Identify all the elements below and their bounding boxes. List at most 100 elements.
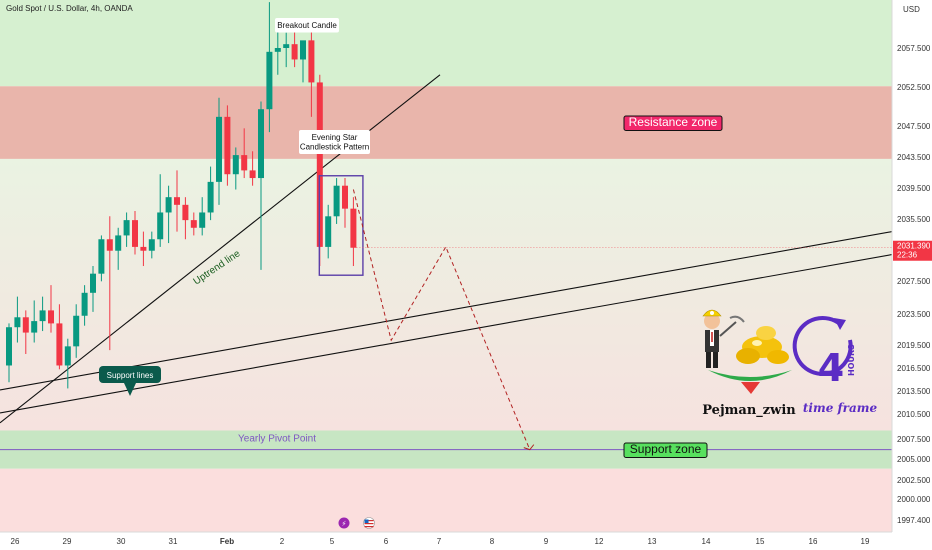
candle[interactable] — [22, 310, 29, 354]
price-axis[interactable]: USD 2057.500 2052.500 2047.500 2043.500 2039… — [356, 0, 932, 550]
price-tick-label: 2035.500 — [897, 215, 931, 224]
candle-body — [207, 181, 214, 213]
support-zone-label-text: Support zone — [630, 442, 702, 456]
candle[interactable] — [232, 147, 239, 190]
time-tick-label: 5 — [330, 537, 335, 546]
candle[interactable] — [157, 174, 164, 247]
candle[interactable] — [216, 97, 222, 205]
candle[interactable] — [14, 296, 21, 343]
candle[interactable] — [207, 166, 214, 221]
support-zone-label[interactable]: Support zone — [623, 442, 708, 458]
candle[interactable] — [106, 216, 113, 351]
candle[interactable] — [333, 178, 340, 224]
candle-body — [333, 185, 340, 217]
candle[interactable] — [140, 231, 147, 267]
candle[interactable] — [258, 101, 264, 270]
candle[interactable] — [31, 300, 38, 343]
candle-body — [123, 220, 130, 236]
candle[interactable] — [123, 212, 130, 247]
candle[interactable] — [308, 28, 315, 117]
price-tick-label: 1997.400 — [897, 516, 931, 525]
candle-body — [224, 116, 231, 175]
candle[interactable] — [132, 210, 138, 255]
support-lines-callout[interactable]: Support lines — [99, 366, 161, 396]
evening-star-label-text: Candlestick Pattern — [300, 143, 369, 152]
candle-body — [98, 239, 105, 274]
candle-body — [274, 48, 281, 52]
candle[interactable] — [274, 25, 281, 75]
projection-path[interactable] — [352, 189, 531, 450]
current-price-value: 2031.390 — [897, 242, 931, 251]
time-tick-label: 13 — [648, 537, 657, 546]
candle[interactable] — [182, 197, 189, 240]
support-line-upper[interactable] — [0, 254, 893, 414]
candle-body — [140, 246, 147, 251]
lightning-event-icon[interactable] — [338, 517, 350, 529]
bar-countdown: 22:36 — [897, 251, 918, 260]
candle[interactable] — [283, 32, 290, 68]
breakout-candle-label[interactable]: Breakout Candle — [275, 18, 339, 33]
candle[interactable] — [165, 185, 172, 244]
support-lines-callout-tail — [124, 383, 136, 396]
candle[interactable] — [241, 128, 248, 179]
candle-body — [6, 327, 12, 366]
candle[interactable] — [115, 227, 122, 270]
candle-body — [258, 109, 264, 179]
candle-body — [56, 323, 63, 366]
price-tick-label: 2000.000 — [897, 495, 931, 504]
candle[interactable] — [266, 2, 273, 133]
candle-body — [325, 216, 332, 247]
current-price-tag[interactable] — [893, 240, 932, 261]
time-tick-label: 19 — [861, 537, 870, 546]
us-flag-stripe-icon — [364, 526, 374, 528]
candle[interactable] — [325, 204, 332, 259]
badge-word: HOURS — [847, 344, 856, 376]
time-tick-label: 8 — [490, 537, 495, 546]
candle-body — [22, 317, 29, 333]
background-zones — [0, 0, 892, 532]
candle[interactable] — [64, 338, 71, 389]
candle-body — [232, 155, 239, 175]
time-tick-label: Feb — [220, 537, 234, 546]
lower-zone-bg — [0, 468, 892, 532]
candle[interactable] — [39, 296, 46, 332]
candle[interactable] — [73, 304, 80, 358]
pivot-label: Yearly Pivot Point — [238, 434, 316, 445]
refresh-arrow-icon — [792, 316, 853, 376]
candle[interactable] — [300, 40, 306, 83]
resistance-zone-band[interactable] — [0, 86, 892, 159]
currency-label: USD — [903, 5, 920, 14]
evening-star-label-text: Evening Star — [312, 133, 358, 142]
support-line-lower[interactable] — [0, 231, 893, 391]
candle[interactable] — [81, 285, 88, 326]
candle-body — [115, 235, 122, 251]
support-lines-callout-bg — [99, 366, 161, 383]
candle[interactable] — [56, 304, 63, 370]
candle[interactable] — [350, 197, 357, 267]
candle[interactable] — [199, 197, 206, 236]
resistance-zone-label[interactable]: Resistance zone — [623, 115, 723, 131]
time-tick-label: 9 — [544, 537, 549, 546]
support-zone-label-bg — [623, 442, 708, 458]
candle[interactable] — [174, 170, 180, 232]
candle[interactable] — [90, 266, 96, 312]
candle-body — [199, 212, 206, 228]
time-axis[interactable]: 26 29 30 31 Feb 2 5 6 7 8 9 12 13 14 15 16 19 — [0, 531, 892, 550]
candle-body — [165, 197, 172, 213]
candle-body — [48, 310, 54, 324]
price-tick-label: 2052.500 — [897, 83, 931, 92]
candle-body — [182, 204, 189, 221]
trend-lines — [0, 74, 893, 451]
candle[interactable] — [148, 231, 155, 259]
event-icons[interactable]: ⚡ — [338, 517, 375, 529]
price-tick-label: 2057.500 — [897, 44, 931, 53]
candle[interactable] — [249, 151, 256, 186]
candle[interactable] — [190, 212, 197, 236]
candle[interactable] — [98, 235, 105, 282]
candle[interactable] — [224, 105, 231, 186]
candle[interactable] — [342, 178, 348, 228]
candle[interactable] — [48, 285, 54, 333]
candle[interactable] — [6, 323, 12, 383]
